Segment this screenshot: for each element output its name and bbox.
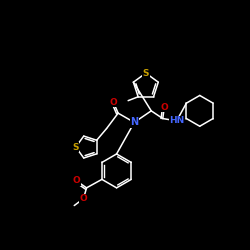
Text: O: O [73,176,80,186]
Text: S: S [72,142,79,152]
Text: O: O [160,102,168,112]
Text: HN: HN [169,116,184,125]
Text: S: S [142,68,149,78]
Text: N: N [130,118,138,128]
Text: O: O [80,194,87,203]
Text: O: O [110,98,117,107]
